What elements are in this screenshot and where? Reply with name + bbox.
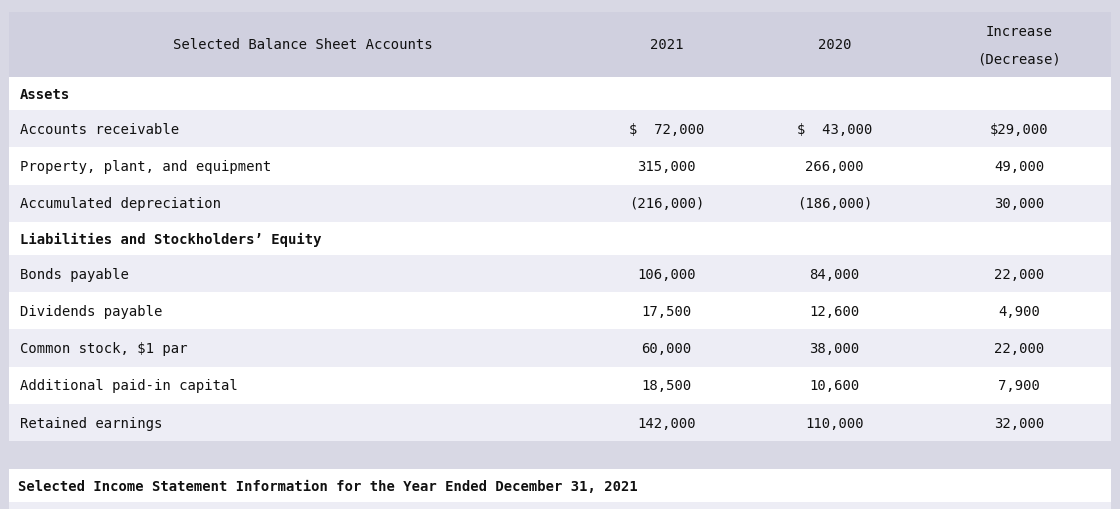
Text: Additional paid-in capital: Additional paid-in capital: [20, 379, 237, 392]
FancyBboxPatch shape: [9, 222, 1111, 256]
FancyBboxPatch shape: [9, 469, 1111, 502]
Text: Retained earnings: Retained earnings: [20, 416, 162, 430]
Text: $29,000: $29,000: [990, 123, 1048, 136]
Text: 106,000: 106,000: [637, 267, 696, 281]
FancyBboxPatch shape: [9, 111, 1111, 148]
Text: Selected Income Statement Information for the Year Ended December 31, 2021: Selected Income Statement Information fo…: [18, 479, 637, 493]
Text: 7,900: 7,900: [998, 379, 1040, 392]
Text: (216,000): (216,000): [628, 197, 704, 211]
Text: Dividends payable: Dividends payable: [20, 304, 162, 318]
Text: Selected Balance Sheet Accounts: Selected Balance Sheet Accounts: [172, 38, 432, 52]
Text: 30,000: 30,000: [995, 197, 1044, 211]
FancyBboxPatch shape: [9, 367, 1111, 404]
FancyBboxPatch shape: [9, 330, 1111, 367]
Text: Bonds payable: Bonds payable: [20, 267, 129, 281]
Text: 142,000: 142,000: [637, 416, 696, 430]
Text: $  72,000: $ 72,000: [628, 123, 704, 136]
Text: 22,000: 22,000: [995, 342, 1044, 355]
Text: 110,000: 110,000: [805, 416, 864, 430]
Text: 22,000: 22,000: [995, 267, 1044, 281]
Text: 49,000: 49,000: [995, 160, 1044, 174]
FancyBboxPatch shape: [9, 148, 1111, 185]
Text: 2020: 2020: [818, 38, 851, 52]
FancyBboxPatch shape: [9, 404, 1111, 441]
Text: 38,000: 38,000: [810, 342, 859, 355]
Text: 10,600: 10,600: [810, 379, 859, 392]
FancyBboxPatch shape: [9, 13, 1111, 78]
Text: Accumulated depreciation: Accumulated depreciation: [20, 197, 221, 211]
Text: (186,000): (186,000): [796, 197, 872, 211]
Text: (Decrease): (Decrease): [978, 52, 1061, 67]
Text: 4,900: 4,900: [998, 304, 1040, 318]
Text: Assets: Assets: [20, 88, 71, 101]
Text: 17,500: 17,500: [642, 304, 691, 318]
Text: 60,000: 60,000: [642, 342, 691, 355]
FancyBboxPatch shape: [9, 78, 1111, 111]
Text: 32,000: 32,000: [995, 416, 1044, 430]
Text: Property, plant, and equipment: Property, plant, and equipment: [20, 160, 271, 174]
FancyBboxPatch shape: [9, 441, 1111, 469]
FancyBboxPatch shape: [9, 293, 1111, 330]
Text: Increase: Increase: [986, 25, 1053, 39]
Text: 18,500: 18,500: [642, 379, 691, 392]
Text: Liabilities and Stockholders’ Equity: Liabilities and Stockholders’ Equity: [20, 232, 321, 246]
Text: 2021: 2021: [650, 38, 683, 52]
FancyBboxPatch shape: [9, 256, 1111, 293]
Text: Common stock, $1 par: Common stock, $1 par: [20, 342, 188, 355]
Text: $  43,000: $ 43,000: [796, 123, 872, 136]
Text: Accounts receivable: Accounts receivable: [20, 123, 179, 136]
FancyBboxPatch shape: [9, 502, 1111, 509]
Text: 315,000: 315,000: [637, 160, 696, 174]
Text: 84,000: 84,000: [810, 267, 859, 281]
FancyBboxPatch shape: [9, 185, 1111, 222]
Text: 12,600: 12,600: [810, 304, 859, 318]
Text: 266,000: 266,000: [805, 160, 864, 174]
